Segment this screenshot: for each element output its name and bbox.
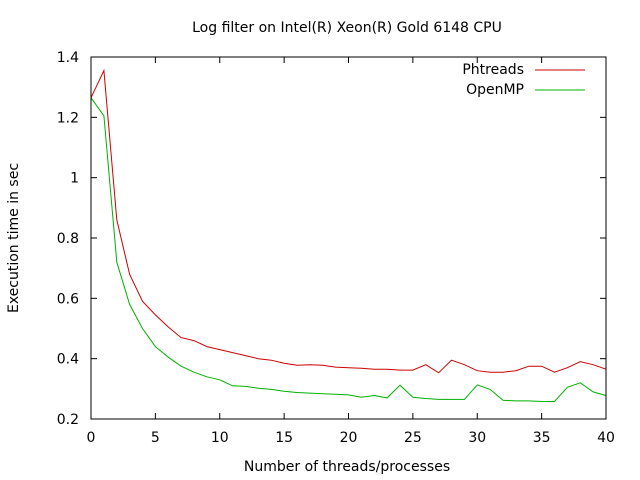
chart-title: Log filter on Intel(R) Xeon(R) Gold 6148… bbox=[192, 20, 502, 36]
y-tick-label: 0.6 bbox=[57, 291, 79, 307]
x-tick-label: 0 bbox=[87, 430, 96, 446]
x-tick-label: 40 bbox=[597, 430, 615, 446]
y-tick-label: 0.8 bbox=[57, 231, 79, 247]
x-tick-label: 30 bbox=[468, 430, 486, 446]
series-line-phtreads bbox=[90, 68, 607, 374]
x-tick-label: 35 bbox=[533, 430, 551, 446]
legend-label-phtreads: Phtreads bbox=[462, 62, 524, 78]
x-tick-label: 20 bbox=[340, 430, 358, 446]
y-tick-label: 0.2 bbox=[57, 412, 79, 428]
y-axis-label: Execution time in sec bbox=[6, 163, 22, 313]
y-axis-ticks: 0.2 0.4 0.6 0.8 1 1.2 1.4 bbox=[57, 50, 606, 428]
x-axis-label: Number of threads/processes bbox=[244, 459, 450, 475]
x-tick-label: 5 bbox=[151, 430, 160, 446]
x-axis-ticks: 0 5 10 15 20 25 30 35 40 bbox=[87, 57, 615, 446]
y-tick-label: 1.4 bbox=[57, 50, 79, 66]
legend-label-openmp: OpenMP bbox=[466, 82, 524, 98]
series-lines bbox=[90, 68, 607, 402]
series-line-openmp bbox=[90, 97, 607, 402]
y-tick-label: 1 bbox=[70, 171, 79, 187]
x-tick-label: 10 bbox=[211, 430, 229, 446]
plot-frame bbox=[90, 56, 607, 420]
y-tick-label: 0.4 bbox=[57, 352, 79, 368]
x-tick-label: 25 bbox=[404, 430, 422, 446]
legend: Phtreads OpenMP bbox=[462, 62, 585, 98]
y-tick-label: 1.2 bbox=[57, 110, 79, 126]
x-tick-label: 15 bbox=[275, 430, 293, 446]
